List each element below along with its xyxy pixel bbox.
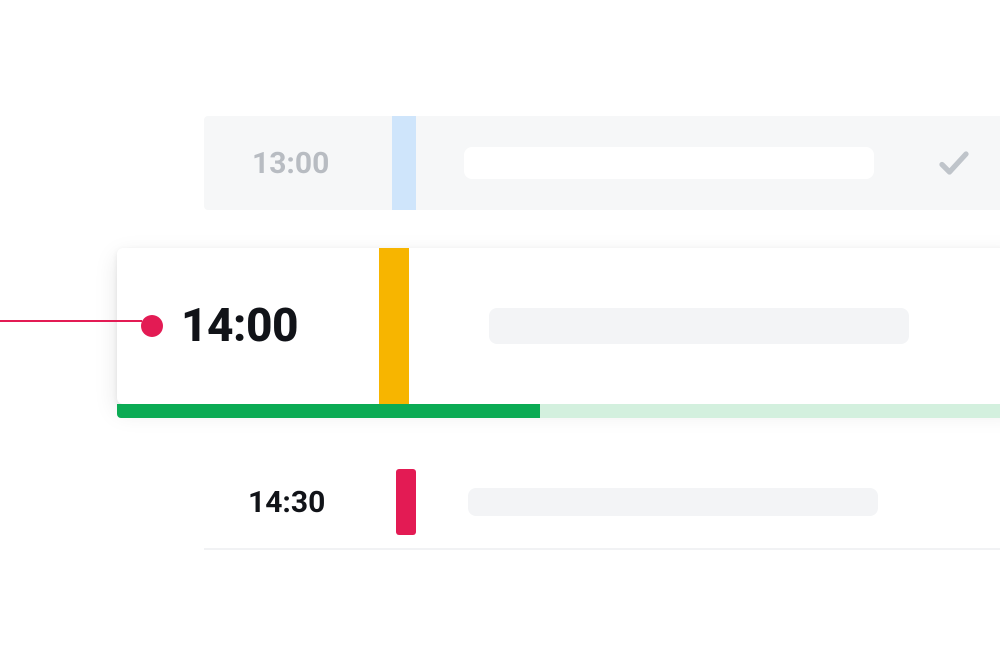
time-column: 14:00 xyxy=(117,248,379,404)
slot-title-placeholder xyxy=(468,488,878,516)
slot-content xyxy=(416,116,1000,210)
slot-content xyxy=(416,455,1000,549)
slot-indicator-bar xyxy=(396,469,416,535)
slot-title-placeholder xyxy=(464,147,874,179)
time-label: 14:00 xyxy=(181,299,298,353)
time-label: 13:00 xyxy=(204,146,392,181)
time-slot-1300[interactable]: 13:00 xyxy=(204,116,1000,210)
slot-indicator-bar xyxy=(379,248,409,404)
time-label: 14:30 xyxy=(204,485,396,520)
progress-fill xyxy=(117,404,540,418)
completed-check-icon xyxy=(934,143,974,183)
time-slot-1400[interactable]: 14:00 xyxy=(117,248,1000,404)
schedule-canvas: 13:00 14:00 14:30 xyxy=(0,0,1000,667)
slot-indicator-bar xyxy=(392,116,416,210)
slot-content xyxy=(409,248,1000,404)
slot-title-placeholder xyxy=(489,308,909,344)
current-time-dot-icon xyxy=(141,315,163,337)
current-time-line xyxy=(0,320,142,322)
time-slot-1430[interactable]: 14:30 xyxy=(204,456,1000,550)
